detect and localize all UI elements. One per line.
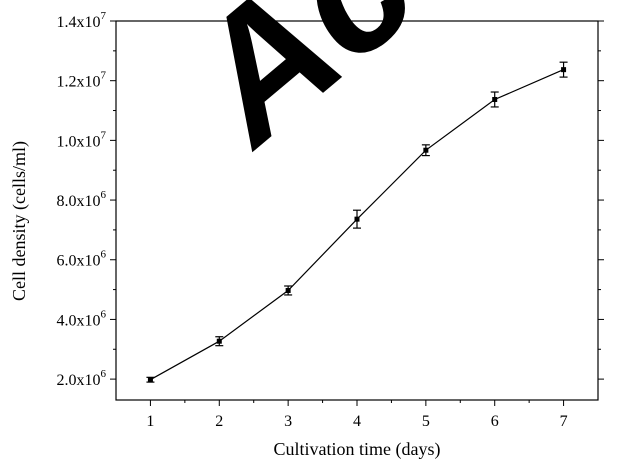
data-point	[492, 96, 498, 102]
y-tick-label: 2.0x106	[57, 368, 107, 389]
x-tick-label: 1	[146, 413, 154, 430]
y-tick-label: 4.0x106	[57, 308, 107, 329]
data-point	[147, 377, 153, 383]
watermark-text: Ace	[151, 0, 525, 182]
data-point	[354, 216, 360, 222]
y-tick-label: 8.0x106	[57, 189, 107, 210]
watermark-layer: Ace	[151, 0, 525, 182]
y-tick-label: 1.2x107	[57, 70, 107, 91]
data-point	[561, 67, 567, 73]
y-tick-label: 6.0x106	[57, 249, 107, 270]
y-tick-label: 1.0x107	[57, 129, 107, 150]
data-layer	[146, 61, 568, 383]
data-point	[216, 338, 222, 344]
data-point	[423, 147, 429, 153]
x-axis-title: Cultivation time (days)	[274, 439, 441, 460]
ticks-layer: 1 2 3 4 5 6 7 2.0x106 4.0x106 6.0x106 8.0x106 1.0x1…	[57, 10, 604, 430]
data-point	[285, 287, 291, 293]
x-tick-label: 3	[284, 413, 292, 430]
y-tick-label: 1.4x107	[57, 10, 107, 31]
x-tick-label: 5	[422, 413, 430, 430]
x-tick-label: 4	[353, 413, 361, 430]
y-axis-title: Cell density (cells/ml)	[9, 141, 30, 301]
x-tick-label: 2	[215, 413, 223, 430]
x-tick-label: 7	[560, 413, 568, 430]
x-tick-label: 6	[491, 413, 499, 430]
